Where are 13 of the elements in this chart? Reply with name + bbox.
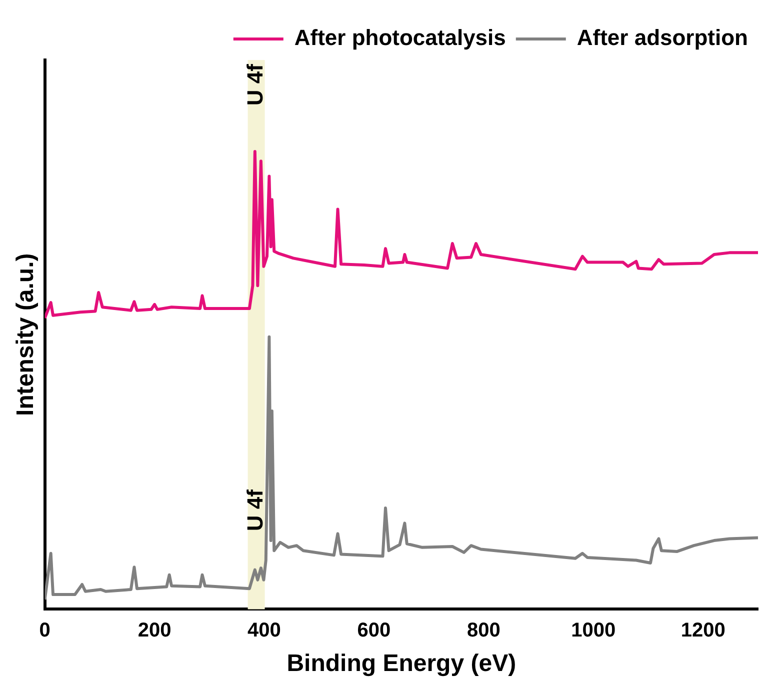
x-tick-label: 600: [357, 620, 391, 642]
y-axis-title: Intensity (a.u.): [12, 253, 40, 416]
annotation: U 4f: [242, 488, 268, 532]
x-tick-label: 1200: [680, 620, 726, 642]
legend-label: After photocatalysis: [294, 25, 506, 50]
x-tick-label: 400: [248, 620, 281, 642]
x-axis-title: Binding Energy (eV): [286, 650, 516, 678]
band-label: U 4f: [242, 63, 268, 106]
x-tick-label: 200: [138, 620, 172, 642]
legend-label: After adsorption: [576, 25, 748, 50]
x-tick-label: 800: [467, 620, 500, 642]
x-tick-label: 0: [39, 620, 50, 642]
x-tick-label: 1000: [571, 620, 616, 642]
